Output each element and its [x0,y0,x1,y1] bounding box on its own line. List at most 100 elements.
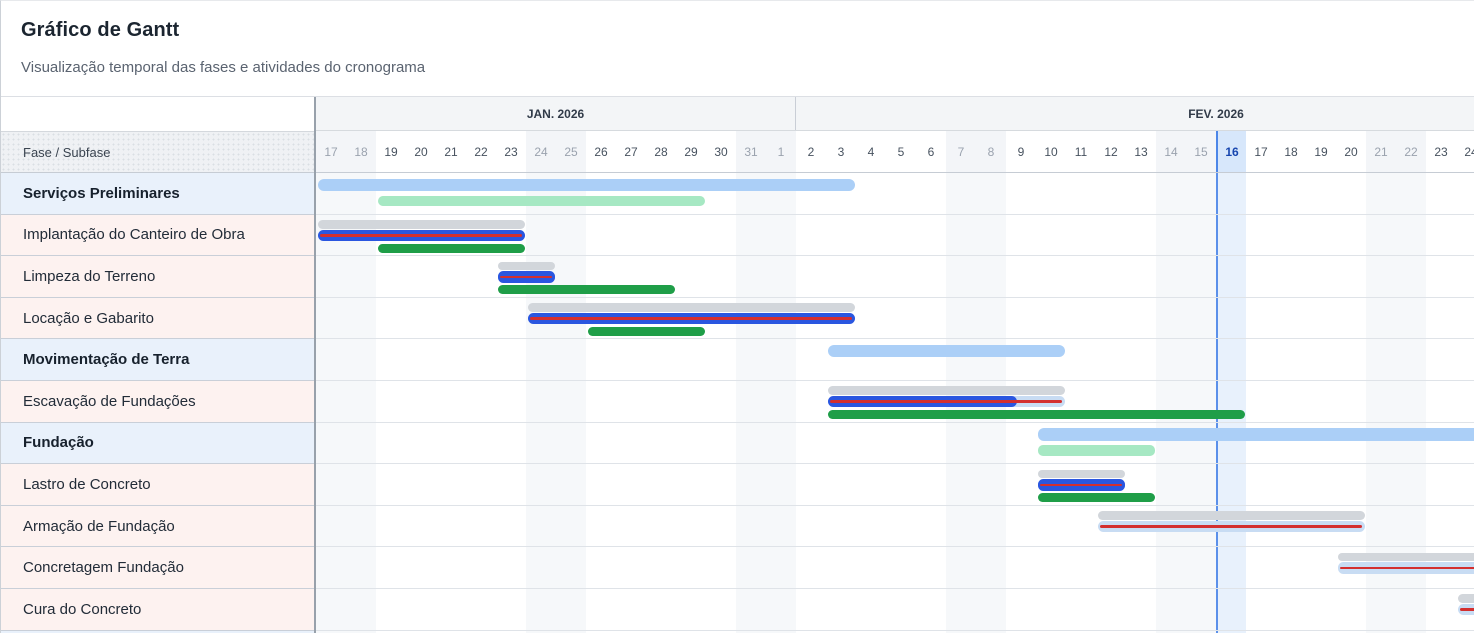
day-header-cell: 19 [384,144,398,159]
day-header-cell: 31 [736,131,766,172]
bar-phase-actual[interactable] [1037,445,1155,456]
bar-planned[interactable] [317,220,525,229]
weekend-stripe [736,173,766,633]
day-header-row: 17 18 19 20 21 22 23 24 25 26 27 28 29 30 31 1 2 3 4 5 6 7 8 9 1… [316,131,1474,173]
day-header-cell: 30 [714,144,728,159]
row-label-text: Serviços Preliminares [23,184,180,202]
row-label-text: Armação de Fundação [23,517,175,535]
weekend-stripe [1156,173,1186,633]
row-labels: Serviços Preliminares Implantação do Cant… [1,173,314,633]
day-header-cell: 22 [1396,131,1426,172]
bar-planned[interactable] [497,261,555,271]
weekend-stripe [1186,173,1216,633]
weekend-stripe [526,173,556,633]
bar-planned[interactable] [527,303,855,312]
page-title: Gráfico de Gantt [21,19,180,41]
bar-planned[interactable] [1457,594,1474,603]
bar-deadline-line [1040,483,1122,487]
day-header-cell: 28 [654,144,668,159]
day-header-cell: 23 [1434,144,1448,159]
row-label-task: Cura do Concreto [1,588,314,631]
day-header-cell: 17 [1254,144,1268,159]
row-label-phase: Fundação [1,422,314,465]
day-header-cell: 13 [1134,144,1148,159]
day-header-cell: 18 [1284,144,1298,159]
gantt-row [316,547,1474,589]
page-subtitle: Visualização temporal das fases e ativid… [21,59,426,76]
gantt-row [316,381,1474,423]
bar-progress[interactable] [1457,603,1474,616]
day-header-cell: 24 [1464,144,1474,159]
bar-progress[interactable] [1337,562,1474,574]
day-header-cell: 24 [526,131,556,172]
gantt-row [316,506,1474,548]
day-header-cell: 23 [504,144,518,159]
day-header-cell-today: 16 [1216,131,1246,172]
row-label-text: Locação e Gabarito [23,309,154,327]
bar-actual[interactable] [827,409,1245,419]
weekend-stripe [766,173,796,633]
day-header-cell: 20 [414,144,428,159]
bar-actual[interactable] [1037,493,1155,503]
day-header-cell: 20 [1344,144,1358,159]
bar-planned[interactable] [1037,469,1125,479]
weekend-stripe [346,173,376,633]
weekend-stripe [556,173,586,633]
timeline-body [316,173,1474,633]
row-label-phase: Serviços Preliminares [1,173,314,215]
today-column [1216,173,1246,633]
timeline: JAN. 2026 FEV. 2026 17 18 19 20 21 22 23 24 25 26 2… [316,97,1474,633]
day-header-cell: 9 [1017,144,1025,159]
bar-deadline-line [500,275,552,279]
gantt-row [316,589,1474,631]
row-label-task: Implantação do Canteiro de Obra [1,214,314,257]
row-label-phase: Movimentação de Terra [1,339,314,381]
bar-progress[interactable] [317,229,525,242]
day-header-cell: 11 [1074,144,1088,159]
bar-progress[interactable] [1037,479,1125,491]
day-header-cell: 5 [897,144,905,159]
gantt-row [316,423,1474,465]
day-header-cell: 4 [867,144,875,159]
bar-actual[interactable] [497,285,675,295]
bar-planned[interactable] [1337,552,1474,562]
day-header-cell: 1 [766,131,796,172]
row-label-text: Implantação do Canteiro de Obra [23,226,245,244]
bar-progress[interactable] [1097,520,1365,533]
day-header-cell: 10 [1044,144,1058,159]
bar-deadline-line [320,234,522,237]
row-label-task: Lastro de Concreto [1,464,314,506]
month-header-cell: FEV. 2026 [796,97,1474,130]
bar-phase-planned[interactable] [827,344,1065,358]
bar-actual[interactable] [377,243,525,253]
gantt-row [316,298,1474,340]
bar-progress[interactable] [497,271,555,283]
row-label-task: Armação de Fundação [1,505,314,548]
day-header-cell: 25 [556,131,586,172]
day-header-cell: 2 [807,144,815,159]
bar-deadline-line [1100,525,1362,528]
row-label-text: Escavação de Fundações [23,392,196,410]
fase-subfase-header: Fase / Subfase [1,131,314,173]
day-header-cell: 7 [946,131,976,172]
bar-phase-actual[interactable] [377,195,705,206]
row-label-task: Limpeza do Terreno [1,256,314,298]
bar-planned[interactable] [827,386,1065,395]
day-header-cell: 17 [316,131,346,172]
day-header-cell: 15 [1186,131,1216,172]
bar-progress[interactable] [527,312,855,325]
bar-deadline-line [830,400,1062,403]
day-header-cell: 6 [927,144,935,159]
weekend-stripe [316,173,346,633]
day-header-cell: 3 [837,144,845,159]
row-label-task: Concretagem Fundação [1,547,314,589]
row-label-task: Escavação de Fundações [1,380,314,423]
day-header-cell: 19 [1314,144,1328,159]
gantt-row [316,339,1474,381]
bar-planned[interactable] [1097,511,1365,520]
day-header-cell: 21 [444,144,458,159]
bar-phase-planned[interactable] [1037,428,1474,441]
bar-actual[interactable] [587,326,705,336]
bar-progress[interactable] [827,395,1065,408]
bar-phase-planned[interactable] [317,178,855,191]
